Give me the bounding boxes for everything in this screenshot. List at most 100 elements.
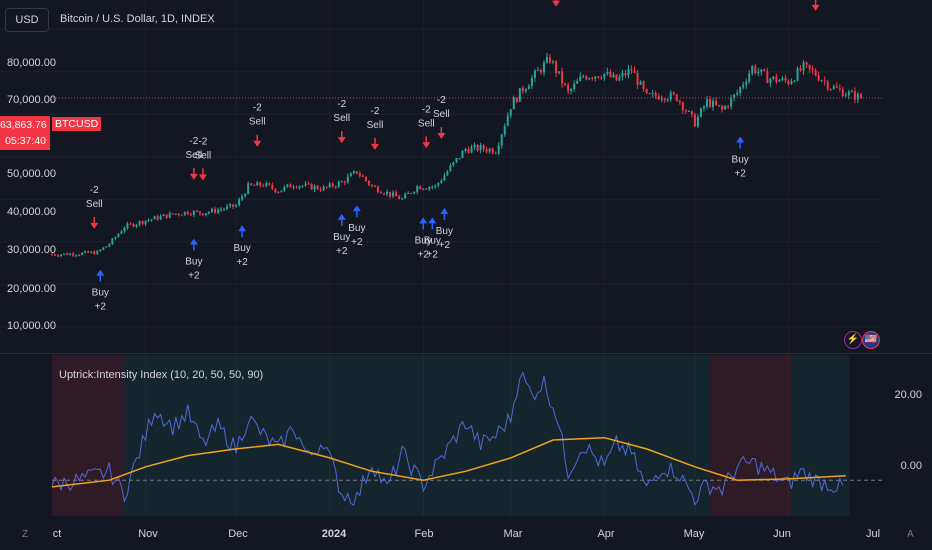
candle-body [721,105,724,110]
candle-body [663,98,666,101]
candle-body [606,71,609,74]
candle-body [229,204,232,207]
buy-count-label: +2 [734,169,746,180]
candle-body [467,149,470,153]
candle-body [81,252,84,255]
candle-body [99,249,102,251]
candle-body [530,77,533,87]
bullish-zone [124,355,710,516]
candle-body [156,216,159,220]
candle-body [811,68,814,71]
candle-body [784,77,787,81]
candle-body [313,185,316,190]
sell-label: Sell [418,118,435,129]
candle-body [54,254,57,256]
time-axis-label: ct [52,528,62,540]
price-axis-label: 70,000.00 [7,94,56,106]
candle-body [585,76,588,80]
candle-body [419,186,422,190]
candle-body [745,81,748,85]
currency-button[interactable]: USD [5,8,49,32]
candle-body [298,186,301,188]
sell-arrow-head [437,132,446,139]
candle-body [524,89,527,92]
candle-body [539,70,542,73]
candle-body [473,144,476,148]
price-axis-label: 40,000.00 [7,206,56,218]
candle-body [428,187,431,189]
candle-body [512,98,515,110]
buy-count-label: +2 [236,257,248,268]
time-axis-label: Feb [414,528,434,540]
candle-body [217,209,220,213]
candle-body [621,73,624,77]
candle-body [579,76,582,81]
candle-body [624,73,627,76]
timezone-icon[interactable]: Z [22,529,29,540]
sell-count-label: -2 [437,95,446,106]
candle-body [742,84,745,88]
candle-body [165,214,168,218]
candle-body [398,196,401,200]
auto-scale-icon[interactable]: A [907,529,914,540]
buy-label: Buy [424,235,441,246]
candle-body [277,192,280,194]
candle-body [817,75,820,81]
lightning-icon[interactable]: ⚡ [844,331,862,349]
candle-body [549,57,552,63]
candle-body [687,110,690,112]
candle-body [322,186,325,191]
candle-body [727,105,730,107]
candle-body [781,77,784,81]
candle-body [262,185,265,187]
candle-body [328,183,331,188]
sell-label: Sell [86,199,103,210]
candle-body [147,220,150,222]
candle-body [198,211,201,214]
candle-body [488,148,491,152]
candle-body [283,186,286,191]
candle-body [645,88,648,94]
candle-body [235,205,238,207]
candle-body [793,80,796,82]
candle-body [561,71,564,84]
candle-body [778,80,781,82]
buy-label: Buy [415,235,432,246]
candle-body [515,98,518,102]
candle-body [802,62,805,71]
candle-body [748,73,751,82]
candle-body [715,100,718,105]
candle-body [503,125,506,135]
candle-body [66,253,69,256]
buy-count-label: +2 [418,249,430,260]
candle-body [736,92,739,95]
us-flag-icon[interactable]: 🇺🇸 [862,331,880,349]
candle-body [241,196,244,200]
candle-body [615,74,618,81]
candle-body [304,183,307,186]
sell-count-label: -2 [371,106,380,117]
candle-body [334,186,337,188]
candle-body [340,181,343,183]
candle-body [675,94,678,101]
candle-body [654,93,657,97]
candle-body [192,211,195,215]
candle-body [455,158,458,163]
candle-body [739,87,742,93]
candle-body [51,254,53,256]
candle-body [150,219,153,221]
time-axis-label: Dec [228,528,248,540]
candle-body [207,211,210,214]
candle-body [253,184,256,186]
candle-body [636,73,639,85]
bullish-zone [791,355,850,516]
candle-body [361,175,364,177]
candle-body [250,183,253,185]
indicator-title[interactable]: Uptrick:Intensity Index (10, 20, 50, 50,… [59,369,264,381]
candle-body [376,186,379,193]
buy-label: Buy [333,232,350,243]
candle-body [63,253,66,255]
candle-body [201,213,204,216]
